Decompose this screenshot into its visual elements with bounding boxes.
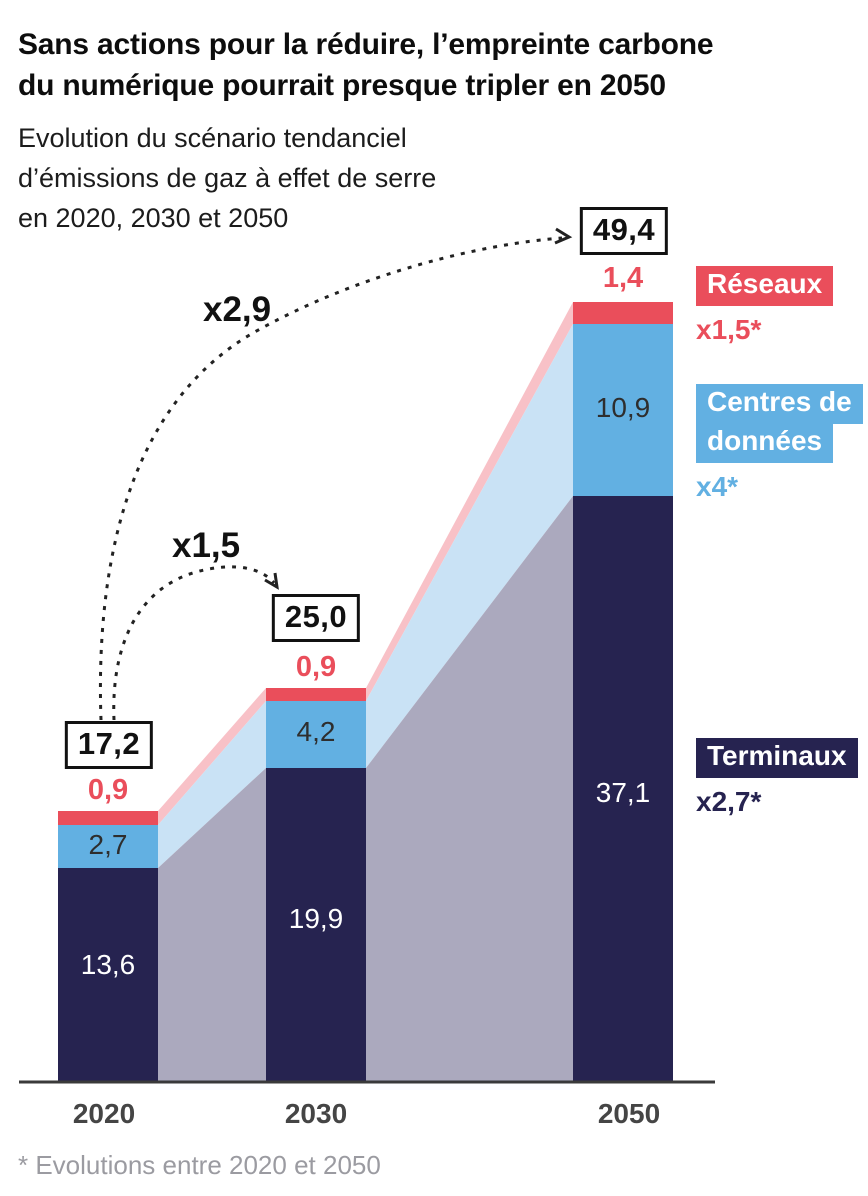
legend-centres: Centres de données x4* <box>696 384 863 503</box>
value-2030-terminaux: 19,9 <box>288 903 344 934</box>
bar-2030-centres <box>266 701 366 768</box>
growth-label-x1-5: x1,5 <box>172 526 241 565</box>
growth-arc-x1-5 <box>112 565 276 721</box>
legend-reseaux-multiplier: x1,5* <box>696 313 762 345</box>
band-centres-2020-2030 <box>158 701 266 868</box>
legend-reseaux: Réseaux x1,5* <box>696 266 834 346</box>
total-2050: 49,4 <box>579 207 669 255</box>
chart-subtitle: Evolution du scénario tendanciel d’émiss… <box>18 118 436 238</box>
x-axis-label-2030: 2030 <box>284 1098 348 1129</box>
bar-2050-terminaux <box>573 496 673 1082</box>
value-2050-terminaux: 37,1 <box>595 777 651 808</box>
chart-subtitle-line3: en 2020, 2030 et 2050 <box>18 203 289 233</box>
bar-2030-terminaux <box>266 768 366 1082</box>
bar-2050-centres <box>573 324 673 496</box>
value-2020-terminaux: 13,6 <box>80 949 136 980</box>
legend-reseaux-badge: Réseaux <box>696 266 834 306</box>
bar-2050-reseaux <box>573 302 673 324</box>
value-2050-centres: 10,9 <box>595 392 651 423</box>
value-2020-reseaux: 0,9 <box>87 774 129 806</box>
bar-2030-reseaux <box>266 688 366 701</box>
band-reseaux-2020-2030 <box>158 688 266 825</box>
page-title-line2: du numérique pourrait presque tripler en… <box>18 69 666 102</box>
growth-arc-x2-9-arrowhead <box>554 227 573 245</box>
x-axis-label-2050: 2050 <box>597 1098 661 1129</box>
band-centres-2030-2050 <box>366 324 573 768</box>
value-2030-centres: 4,2 <box>296 716 336 747</box>
total-2030: 25,0 <box>271 594 361 642</box>
footnote: * Evolutions entre 2020 et 2050 <box>18 1150 381 1180</box>
value-2030-reseaux: 0,9 <box>295 651 337 683</box>
legend-centres-badge-line1: Centres de <box>696 384 863 424</box>
chart-subtitle-line2: d’émissions de gaz à effet de serre <box>18 163 437 193</box>
x-axis-label-2020: 2020 <box>72 1098 136 1129</box>
legend-terminaux-multiplier: x2,7* <box>696 785 762 817</box>
bar-2020-terminaux <box>58 868 158 1082</box>
band-terminaux-2020-2030 <box>158 768 266 1082</box>
value-2020-centres: 2,7 <box>88 829 128 860</box>
band-reseaux-2030-2050 <box>366 302 573 701</box>
bar-2020-reseaux <box>58 811 158 825</box>
bar-2020-centres <box>58 825 158 868</box>
legend-terminaux: Terminaux x2,7* <box>696 738 858 818</box>
legend-centres-badge-line2: données <box>696 422 834 463</box>
total-2020: 17,2 <box>64 721 154 769</box>
chart-subtitle-line1: Evolution du scénario tendanciel <box>18 123 407 153</box>
legend-terminaux-badge: Terminaux <box>696 738 858 778</box>
value-2050-reseaux: 1,4 <box>602 262 644 294</box>
legend-centres-multiplier: x4* <box>696 470 739 502</box>
band-terminaux-2030-2050 <box>366 496 573 1082</box>
page-title-line1: Sans actions pour la réduire, l’empreint… <box>18 28 714 61</box>
page-title: Sans actions pour la réduire, l’empreint… <box>18 24 714 106</box>
growth-arc-x1-5-arrowhead <box>264 572 279 590</box>
growth-label-x2-9: x2,9 <box>203 290 272 329</box>
